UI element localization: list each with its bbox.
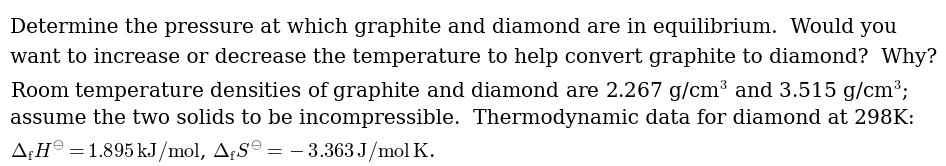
Text: want to increase or decrease the temperature to help convert graphite to diamond: want to increase or decrease the tempera… [10, 48, 937, 67]
Text: assume the two solids to be incompressible.  Thermodynamic data for diamond at 2: assume the two solids to be incompressib… [10, 109, 915, 128]
Text: Room temperature densities of graphite and diamond are 2.267 g/cm$^3$ and 3.515 : Room temperature densities of graphite a… [10, 78, 909, 104]
Text: Determine the pressure at which graphite and diamond are in equilibrium.  Would : Determine the pressure at which graphite… [10, 18, 897, 37]
Text: $\Delta_{\mathrm{f}}H^{\ominus} = 1.895\,\mathrm{kJ/mol}$, $\Delta_{\mathrm{f}}S: $\Delta_{\mathrm{f}}H^{\ominus} = 1.895\… [10, 139, 435, 165]
